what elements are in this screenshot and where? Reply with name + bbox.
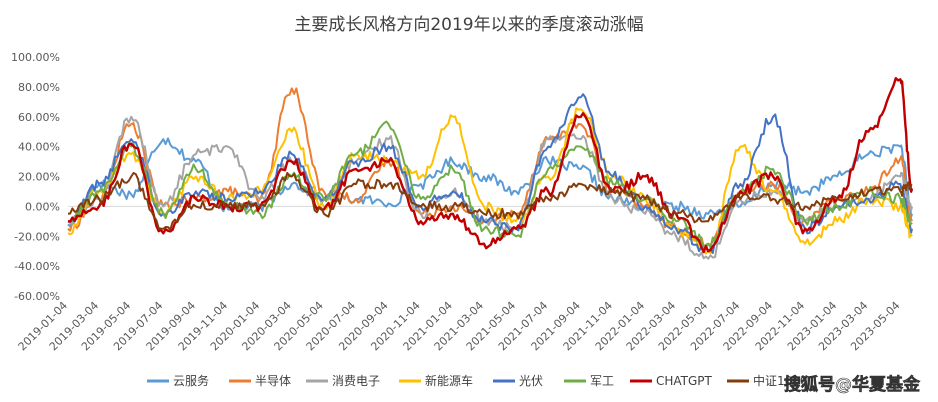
y-tick-label: 20.00%	[18, 171, 60, 184]
x-axis-ticks: 2019-01-042019-03-042019-05-042019-07-04…	[16, 299, 903, 353]
legend-label-3: 新能源车	[425, 373, 473, 388]
legend: 云服务 半导体 消费电子 新能源车 光伏 军工 CHATGPT 中证1000	[147, 373, 808, 388]
y-tick-label: -40.00%	[14, 260, 60, 273]
series-line-2	[67, 115, 913, 260]
watermark: 搜狐号@华夏基金	[784, 374, 921, 395]
legend-label-1: 半导体	[255, 374, 291, 388]
y-tick-label: 80.00%	[18, 81, 60, 94]
y-tick-label: 40.00%	[18, 141, 60, 154]
y-axis-ticks: 100.00% 80.00% 60.00% 40.00% 20.00% 0.00% -20.…	[11, 51, 60, 303]
series-line-4	[67, 93, 913, 254]
series-line-3	[67, 107, 913, 255]
y-tick-label: 0.00%	[25, 200, 60, 213]
series-line-5	[67, 120, 913, 249]
legend-label-7: 中证1000	[753, 373, 808, 388]
series-line-7	[67, 172, 913, 231]
series-lines	[67, 77, 914, 260]
y-tick-label: 60.00%	[18, 111, 60, 124]
legend-label-5: 军工	[590, 374, 614, 388]
legend-label-4: 光伏	[519, 374, 543, 388]
legend-label-0: 云服务	[173, 373, 209, 388]
y-tick-label: -60.00%	[14, 290, 60, 303]
y-tick-label: -20.00%	[14, 230, 60, 243]
legend-label-2: 消费电子	[332, 374, 380, 388]
chart-title: 主要成长风格方向2019年以来的季度滚动涨幅	[294, 15, 643, 35]
legend-label-6: CHATGPT	[656, 374, 713, 388]
series-line-6	[67, 77, 914, 254]
y-tick-label: 100.00%	[11, 51, 60, 64]
